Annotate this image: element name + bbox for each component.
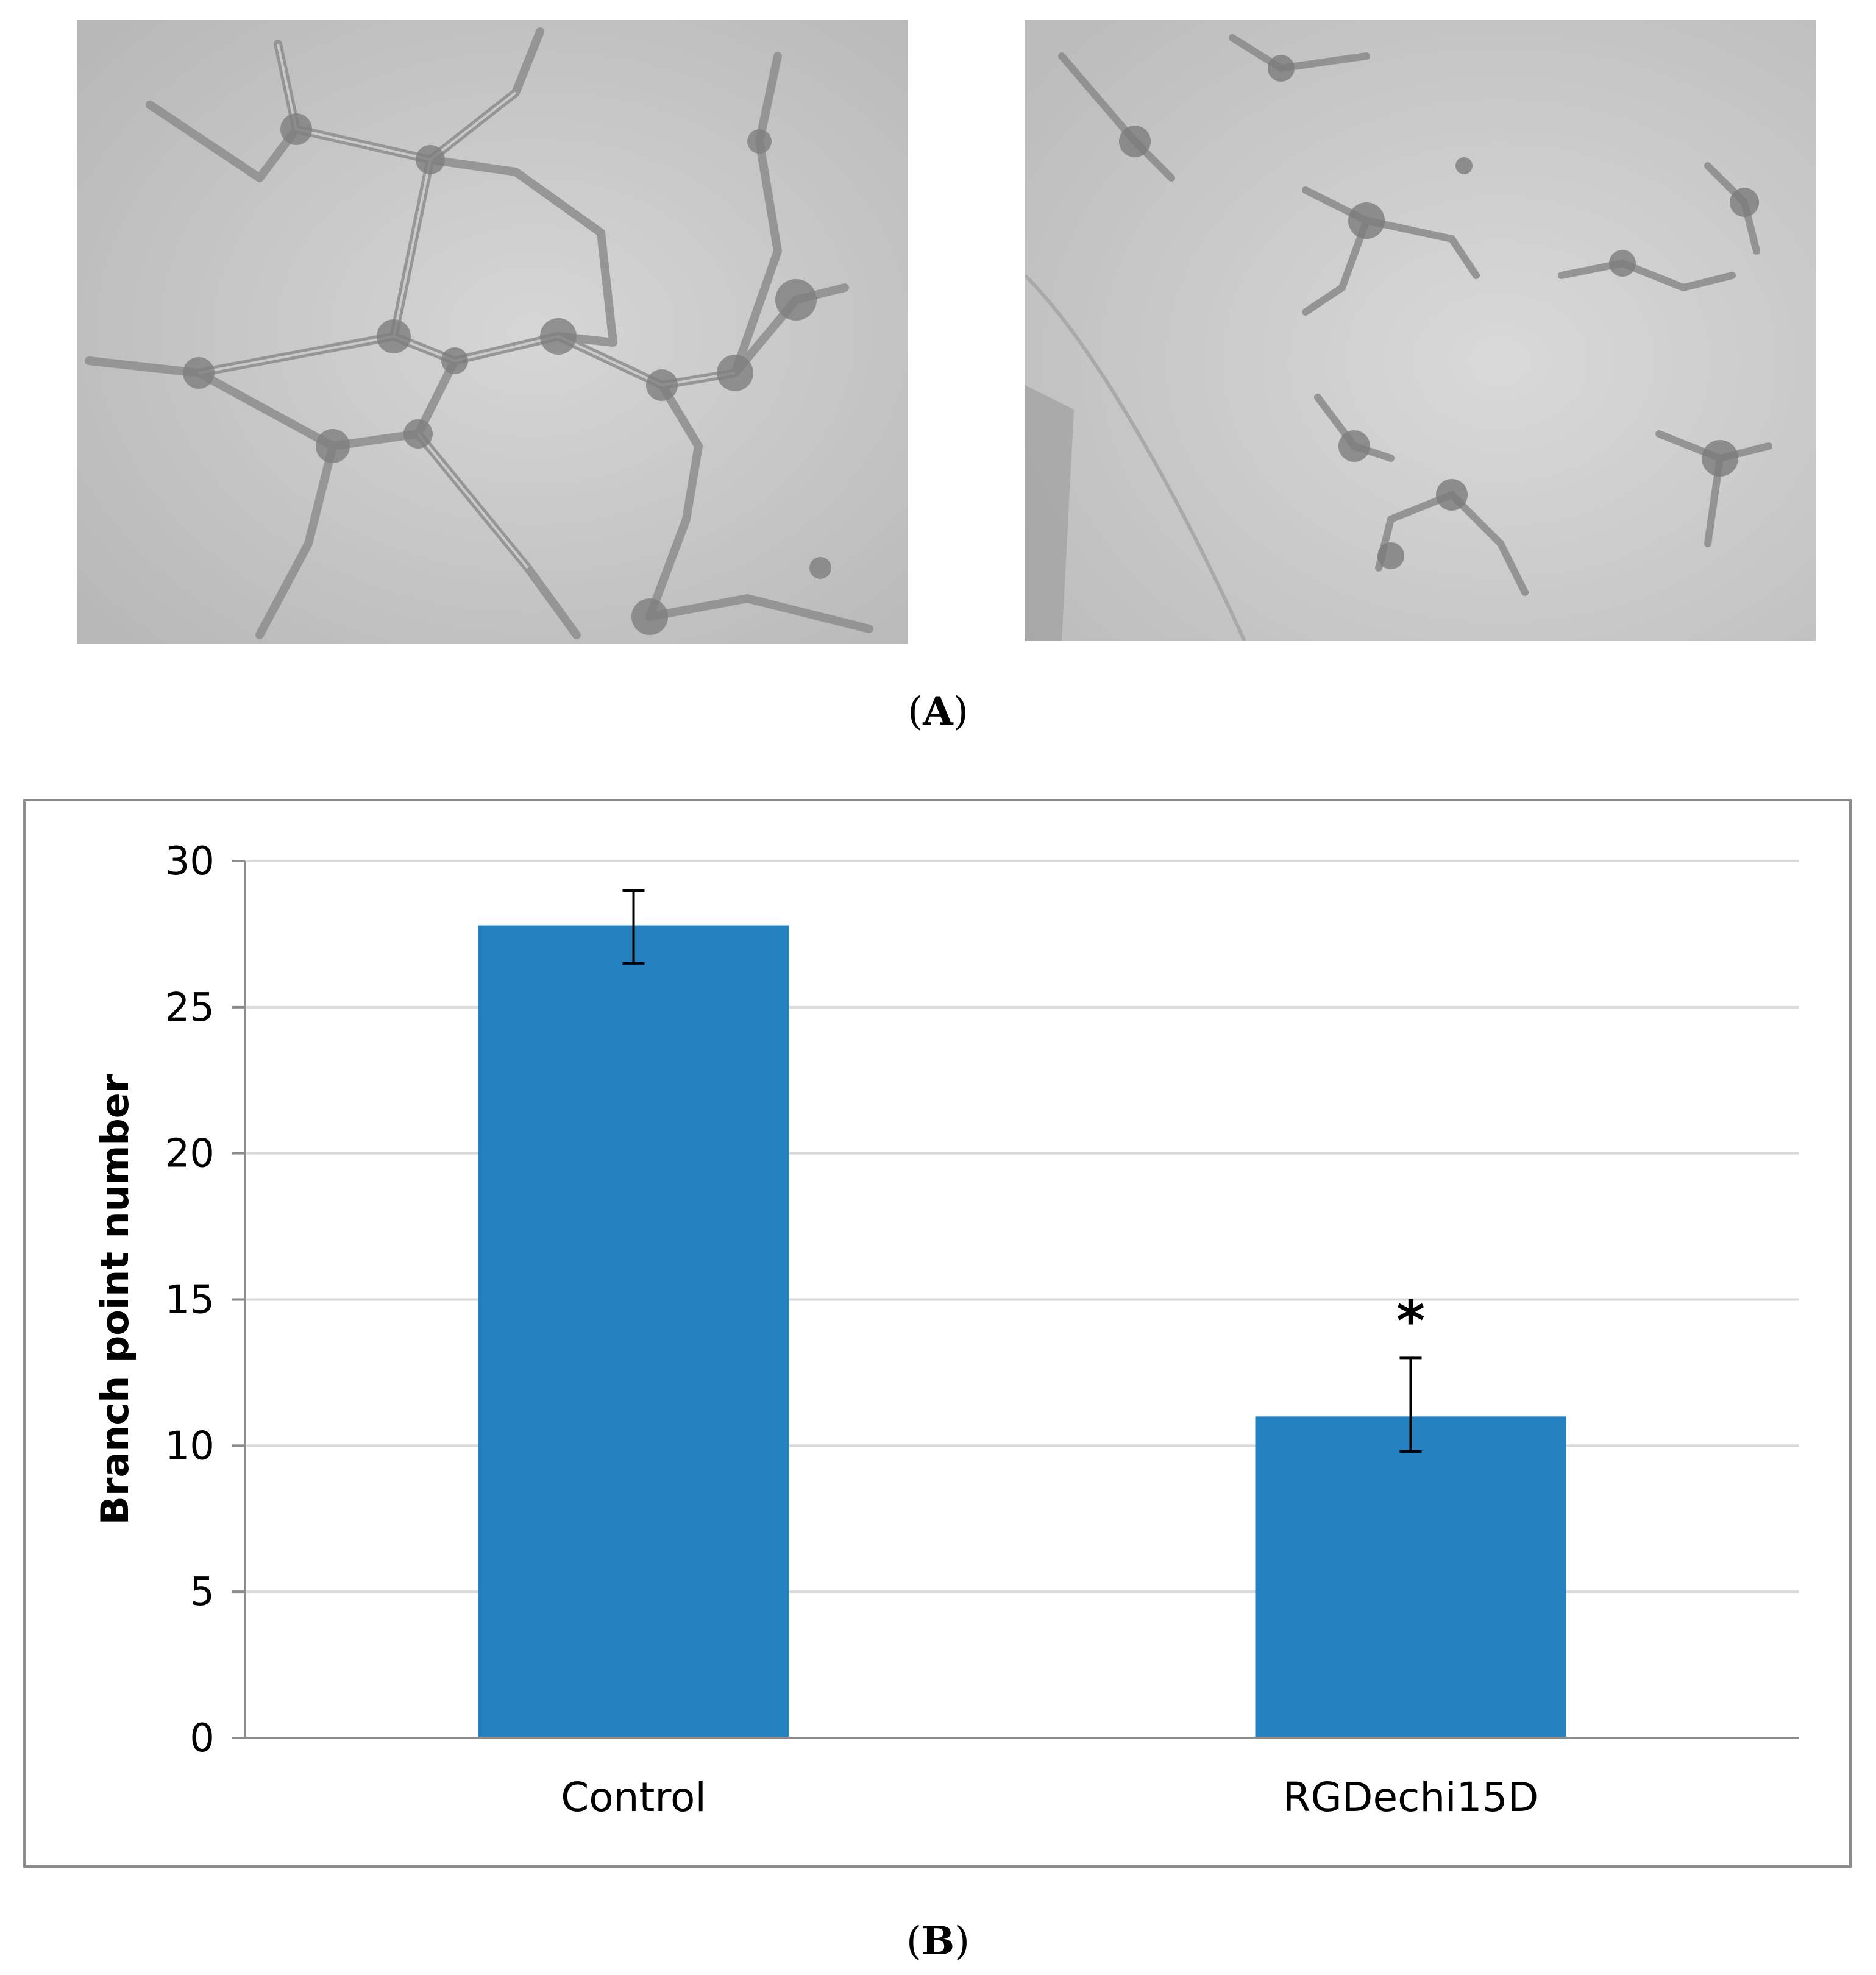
y-tick-label: 0	[190, 1716, 215, 1761]
category-label: RGDechi15D	[1283, 1774, 1539, 1821]
panel-b-label: (B)	[906, 1918, 970, 1964]
bar-control	[478, 925, 789, 1738]
bars	[478, 925, 1566, 1738]
y-axis-title: Branch point number	[93, 1074, 137, 1525]
control-micrograph	[77, 20, 908, 644]
y-tick-label: 20	[165, 1132, 215, 1177]
chart-frame: 0 5 10 15 20 25 30 Control RGDechi15D * Branch …	[23, 799, 1852, 1868]
y-tick-label: 25	[165, 985, 215, 1030]
y-tick-label: 5	[190, 1570, 215, 1615]
treated-micrograph	[1025, 20, 1816, 641]
bar-chart: 0 5 10 15 20 25 30 Control RGDechi15D * Branch …	[93, 839, 1799, 1821]
y-tick-labels: 0 5 10 15 20 25 30	[165, 839, 215, 1761]
panel-a-label: (A)	[908, 689, 968, 734]
error-bars	[622, 888, 1422, 1453]
bar-rgdechi15d	[1255, 1416, 1566, 1738]
y-tick-label: 30	[165, 839, 215, 884]
y-tick-label: 10	[165, 1424, 215, 1469]
category-labels: Control RGDechi15D	[561, 1774, 1538, 1821]
significance-marker: *	[1396, 1289, 1425, 1353]
category-label: Control	[561, 1774, 706, 1821]
y-tick-label: 15	[165, 1278, 215, 1323]
annotations: *	[1396, 1289, 1425, 1353]
